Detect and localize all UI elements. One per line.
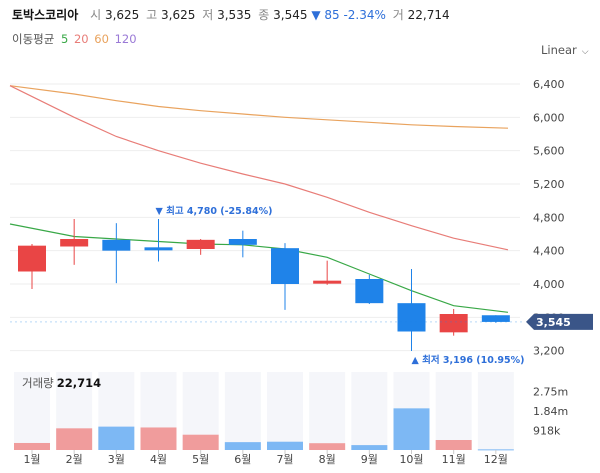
candle-body	[102, 239, 131, 251]
ma60-line	[9, 85, 509, 129]
ma5-toggle[interactable]: 5	[60, 32, 69, 46]
month-tick-label: 11월	[442, 453, 466, 466]
candle-body	[481, 315, 510, 322]
price-tick-label: 5,600	[533, 145, 565, 158]
stock-header: 토박스코리아 시 3,625 고 3,625 저 3,535 종 3,545 ▼…	[12, 6, 450, 23]
volume-bars	[14, 408, 514, 451]
price-tick-label: 3,200	[533, 345, 565, 358]
volume-label: 거	[392, 8, 404, 22]
candles	[18, 219, 510, 351]
close-label: 종	[258, 8, 270, 22]
candle-body	[271, 248, 299, 284]
price-tick-label: 6,400	[533, 78, 565, 91]
price-tick-label: 4,800	[533, 211, 565, 224]
candle-body	[397, 303, 426, 332]
volume-bar	[224, 442, 261, 450]
annotations: ▼ 최고 4,780 (-25.84%) ▲ 최저 3,196 (10.95%) 3…	[10, 205, 593, 366]
month-tick-label: 12월	[484, 453, 508, 466]
month-tick-label: 2월	[66, 453, 83, 466]
volume-bar	[435, 440, 472, 450]
volume-panel-title: 거래량	[22, 376, 54, 390]
volume-bar	[351, 445, 388, 450]
low-value: 3,535	[217, 8, 252, 22]
candle-body	[186, 239, 215, 249]
candle-body	[144, 247, 173, 251]
ma120-toggle[interactable]: 120	[114, 32, 137, 46]
volume-panel-label: 거래량 22,714	[22, 375, 101, 391]
ma20-line	[9, 85, 509, 251]
volume-bar	[98, 426, 135, 450]
volume-tick-label: 1.84m	[533, 405, 568, 418]
current-price-label: 3,545	[536, 316, 571, 329]
volume-panel-value: 22,714	[56, 376, 102, 390]
month-tick-label: 5월	[192, 453, 209, 466]
price-tick-label: 6,000	[533, 111, 565, 124]
volume-bar	[140, 427, 177, 450]
open-value: 3,625	[104, 8, 140, 22]
volume-column-bg	[224, 372, 261, 450]
change-value: ▼ 85 -2.34%	[311, 8, 386, 22]
volume-bar	[14, 442, 50, 450]
volume-bar	[309, 443, 346, 450]
current-price-tag	[526, 313, 593, 330]
month-tick-label: 3월	[108, 453, 125, 466]
price-tick-label: 5,200	[533, 178, 565, 191]
volume-bar	[267, 441, 303, 450]
max-price-annotation: ▼ 최고 4,780 (-25.84%)	[156, 205, 273, 217]
grid-lines	[10, 83, 520, 352]
volume-bar	[56, 428, 93, 450]
volume-axis: 2.75m 1.84m 918k	[533, 386, 568, 438]
candle-body	[228, 239, 257, 245]
close-value: 3,545	[273, 8, 308, 22]
low-label: 저	[202, 8, 214, 22]
candle-body	[18, 245, 46, 272]
high-label: 고	[146, 8, 158, 22]
price-tick-label: 4,000	[533, 278, 565, 291]
month-axis: 1월 2월 3월 4월 5월 6월 7월 8월 9월 10월 11월 12월	[23, 450, 508, 466]
month-tick-label: 9월	[361, 453, 378, 466]
month-tick-label: 1월	[23, 453, 40, 466]
month-tick-label: 10월	[399, 453, 423, 466]
ma20-toggle[interactable]: 20	[73, 32, 89, 46]
volume-value: 22,714	[407, 8, 450, 22]
stock-name: 토박스코리아	[12, 8, 79, 22]
high-value: 3,625	[161, 8, 196, 22]
volume-column-bg	[14, 372, 50, 450]
volume-bar	[182, 434, 219, 450]
volume-tick-label: 918k	[533, 424, 561, 437]
month-tick-label: 8월	[319, 453, 336, 466]
ma60-toggle[interactable]: 60	[94, 32, 109, 46]
volume-bar	[477, 449, 514, 451]
volume-bar	[393, 408, 430, 450]
volume-column-bg	[435, 372, 472, 450]
moving-average-lines	[9, 85, 509, 313]
moving-average-legend: 이동평균 5 20 60 120	[12, 31, 137, 47]
month-tick-label: 7월	[276, 453, 293, 466]
scale-selector[interactable]: Linear ⌵	[541, 43, 589, 57]
candle-body	[439, 314, 468, 333]
open-label: 시	[90, 8, 102, 22]
volume-tick-label: 2.75m	[533, 386, 568, 399]
month-tick-label: 6월	[234, 453, 251, 466]
price-tick-label: 4,400	[533, 245, 565, 258]
scale-label: Linear	[541, 43, 577, 57]
volume-column-bg	[309, 372, 346, 450]
ma5-line	[9, 223, 509, 313]
volume-column-bg	[267, 372, 303, 450]
ma-title: 이동평균	[12, 32, 55, 46]
month-tick-label: 4월	[150, 453, 167, 466]
volume-column-bg	[351, 372, 388, 450]
candle-body	[60, 239, 89, 247]
min-price-annotation: ▲ 최저 3,196 (10.95%)	[412, 354, 525, 366]
chevron-down-icon: ⌵	[581, 47, 589, 57]
candle-body	[355, 279, 384, 304]
candle-body	[313, 280, 342, 284]
volume-column-bg	[477, 372, 514, 450]
